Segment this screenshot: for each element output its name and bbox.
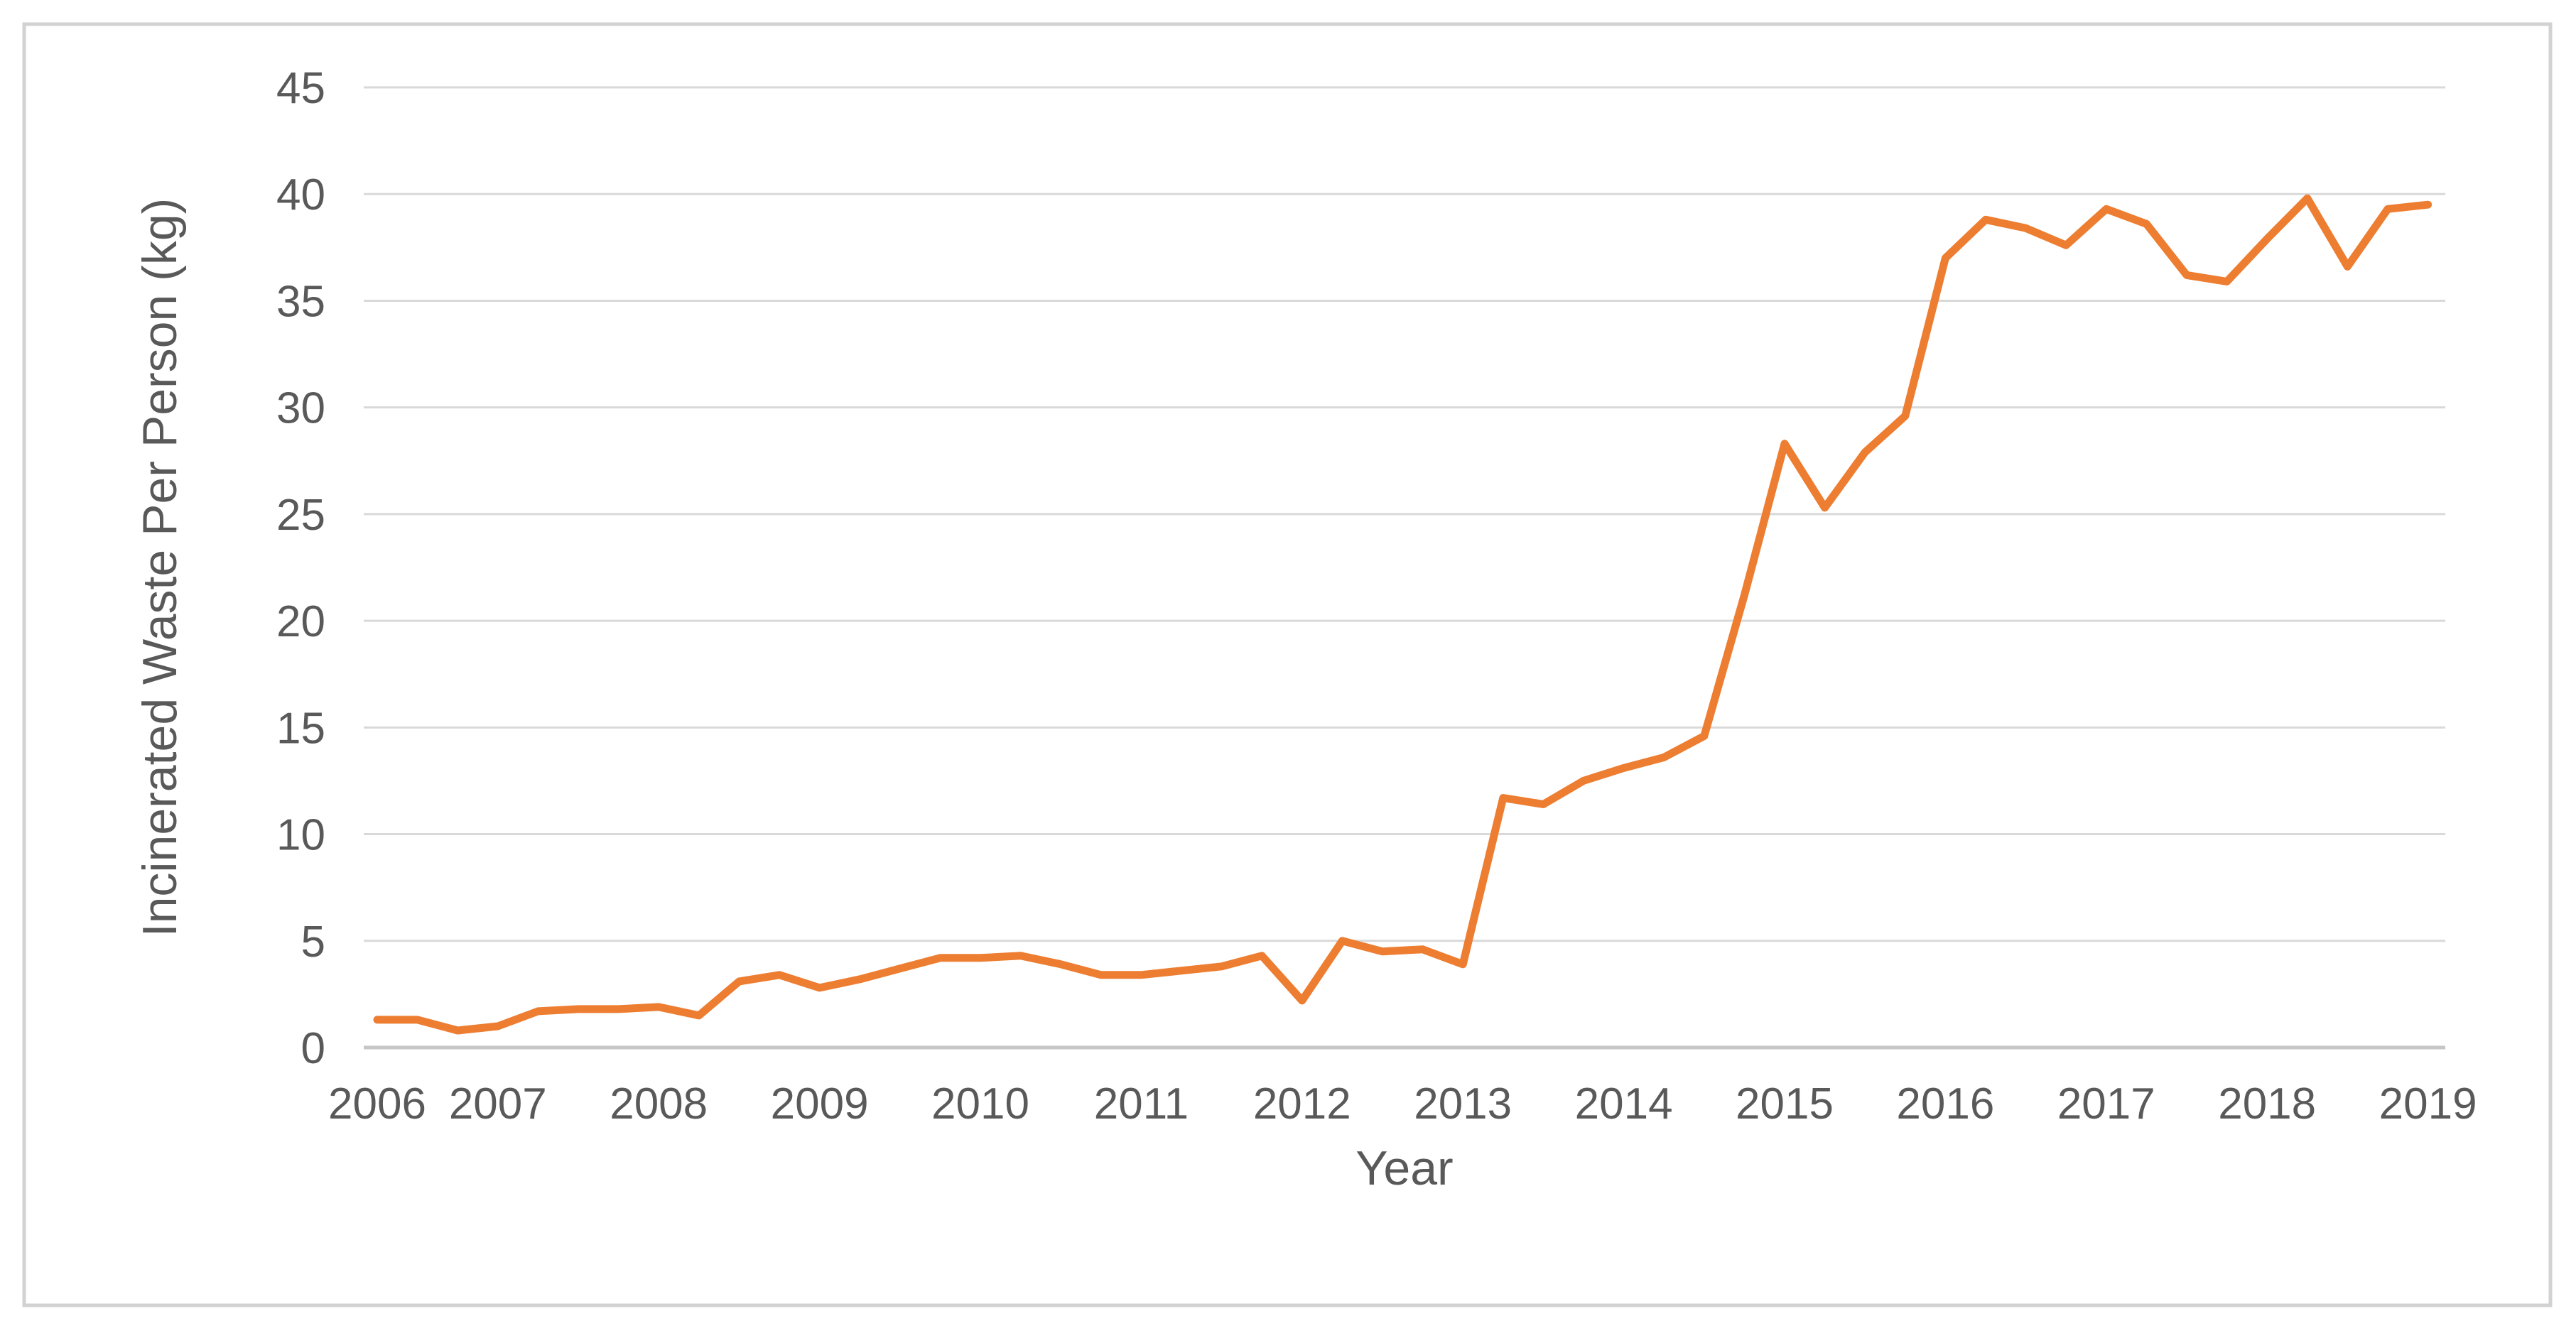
x-tick-label: 2008 — [610, 1079, 708, 1128]
gridlines — [364, 86, 2445, 942]
y-tick-label: 0 — [301, 1024, 325, 1073]
x-axis-tick-labels: 2006 2007 2008 2009 2010 2011 2012 2013 2014 2015… — [328, 1079, 2477, 1128]
x-tick-label: 2007 — [449, 1079, 547, 1128]
y-tick-label: 30 — [276, 384, 325, 433]
x-tick-label: 2006 — [328, 1079, 426, 1128]
y-axis-title: Incinerated Waste Per Person (kg) — [133, 198, 187, 937]
y-tick-label: 45 — [276, 64, 325, 113]
x-tick-label: 2014 — [1575, 1079, 1673, 1128]
x-tick-label: 2019 — [2379, 1079, 2477, 1128]
y-tick-label: 25 — [276, 491, 325, 540]
y-tick-label: 15 — [276, 704, 325, 753]
figure-border — [22, 22, 2553, 1307]
x-tick-label: 2017 — [2057, 1079, 2155, 1128]
x-tick-label: 2013 — [1414, 1079, 1512, 1128]
x-tick-label: 2018 — [2218, 1079, 2316, 1128]
x-tick-label: 2012 — [1253, 1079, 1351, 1128]
y-tick-label: 40 — [276, 170, 325, 219]
y-tick-label: 10 — [276, 811, 325, 860]
waste-line-series — [373, 194, 2432, 1035]
x-tick-label: 2009 — [771, 1079, 869, 1128]
y-tick-label: 20 — [276, 597, 325, 646]
x-tick-label: 2011 — [1094, 1079, 1189, 1128]
x-tick-label: 2015 — [1736, 1079, 1834, 1128]
x-axis-title: Year — [1355, 1141, 1453, 1195]
y-tick-label: 35 — [276, 277, 325, 326]
x-tick-label: 2016 — [1896, 1079, 1994, 1128]
x-tick-label: 2010 — [931, 1079, 1029, 1128]
data-series — [373, 194, 2432, 1035]
y-axis-tick-labels: 0 5 10 15 20 25 30 35 40 45 — [276, 64, 325, 1073]
y-tick-label: 5 — [301, 918, 325, 967]
